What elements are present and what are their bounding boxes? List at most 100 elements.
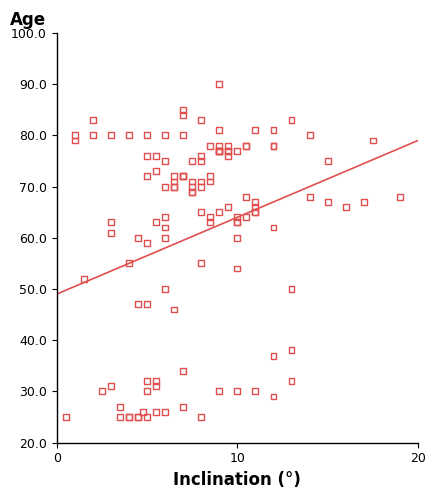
Point	[153, 377, 160, 385]
Point	[243, 142, 250, 150]
Point	[252, 203, 259, 211]
Point	[135, 234, 142, 242]
Point	[225, 203, 232, 211]
Point	[180, 106, 187, 114]
Point	[342, 203, 349, 211]
Point	[71, 136, 78, 144]
Point	[270, 126, 277, 134]
Point	[288, 285, 295, 293]
Point	[252, 208, 259, 216]
Point	[207, 218, 214, 226]
Point	[234, 388, 241, 396]
Point	[143, 172, 150, 180]
Point	[108, 218, 114, 226]
Point	[125, 132, 132, 140]
Point	[234, 218, 241, 226]
Point	[270, 352, 277, 360]
Point	[324, 198, 331, 206]
Point	[153, 218, 160, 226]
Point	[225, 146, 232, 154]
Point	[180, 367, 187, 375]
Point	[243, 142, 250, 150]
Point	[189, 188, 196, 196]
Point	[170, 182, 177, 190]
Point	[207, 172, 214, 180]
Point	[216, 126, 223, 134]
Point	[288, 116, 295, 124]
Point	[108, 132, 114, 140]
Point	[216, 146, 223, 154]
Point	[170, 306, 177, 314]
Point	[216, 80, 223, 88]
Point	[216, 146, 223, 154]
Point	[216, 208, 223, 216]
X-axis label: Inclination (°): Inclination (°)	[173, 471, 301, 489]
Point	[252, 198, 259, 206]
Point	[162, 224, 169, 232]
Point	[162, 182, 169, 190]
Point	[162, 285, 169, 293]
Point	[198, 413, 205, 421]
Point	[252, 388, 259, 396]
Point	[198, 208, 205, 216]
Point	[189, 188, 196, 196]
Point	[198, 116, 205, 124]
Point	[170, 178, 177, 186]
Text: Age: Age	[10, 11, 46, 29]
Point	[207, 214, 214, 222]
Point	[62, 413, 69, 421]
Point	[89, 132, 96, 140]
Point	[108, 382, 114, 390]
Point	[360, 198, 367, 206]
Point	[162, 234, 169, 242]
Point	[270, 142, 277, 150]
Point	[252, 208, 259, 216]
Point	[324, 157, 331, 165]
Point	[140, 408, 147, 416]
Point	[189, 182, 196, 190]
Point	[243, 214, 250, 222]
Point	[189, 157, 196, 165]
Point	[80, 275, 87, 283]
Point	[198, 157, 205, 165]
Point	[288, 377, 295, 385]
Point	[216, 146, 223, 154]
Point	[207, 178, 214, 186]
Point	[135, 413, 142, 421]
Point	[162, 214, 169, 222]
Point	[243, 193, 250, 201]
Point	[216, 146, 223, 154]
Point	[89, 116, 96, 124]
Point	[153, 408, 160, 416]
Point	[153, 167, 160, 175]
Point	[225, 142, 232, 150]
Point	[180, 172, 187, 180]
Point	[125, 444, 132, 452]
Point	[369, 136, 376, 144]
Point	[288, 346, 295, 354]
Point	[143, 132, 150, 140]
Point	[116, 413, 123, 421]
Point	[234, 264, 241, 272]
Point	[125, 260, 132, 268]
Point	[396, 193, 403, 201]
Point	[71, 132, 78, 140]
Point	[143, 300, 150, 308]
Point	[153, 152, 160, 160]
Point	[225, 152, 232, 160]
Point	[180, 111, 187, 119]
Point	[135, 413, 142, 421]
Point	[234, 218, 241, 226]
Point	[162, 408, 169, 416]
Point	[125, 413, 132, 421]
Point	[270, 392, 277, 400]
Point	[198, 152, 205, 160]
Point	[135, 300, 142, 308]
Point	[252, 126, 259, 134]
Point	[207, 142, 214, 150]
Point	[270, 142, 277, 150]
Point	[170, 172, 177, 180]
Point	[143, 388, 150, 396]
Point	[216, 142, 223, 150]
Point	[234, 146, 241, 154]
